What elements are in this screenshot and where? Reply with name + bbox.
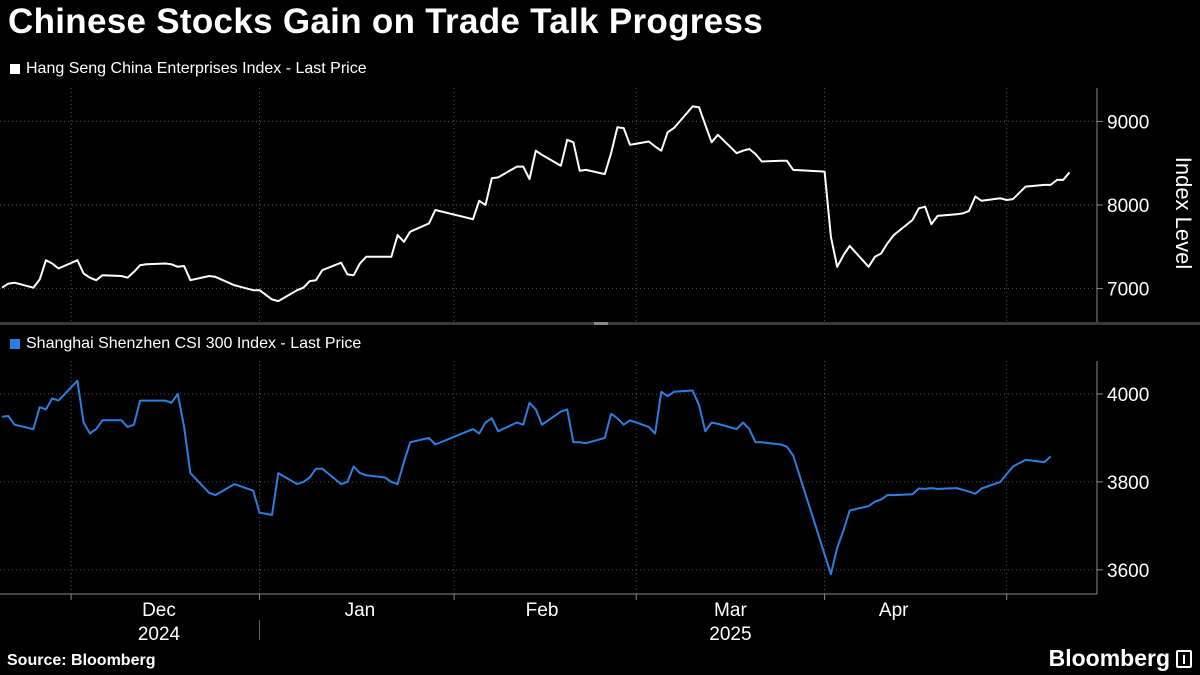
legend-csi300: Shanghai Shenzhen CSI 300 Index - Last P… [10,335,361,353]
y-axis-title: Index Level [1171,157,1196,270]
chart-area: 7000 8000 9000 Index Level 3600 3800 4000 Dec Ja… [0,88,1200,640]
chart-title: Chinese Stocks Gain on Trade Talk Progre… [8,2,763,41]
series-line-csi300 [1,379,1052,576]
y-tick-label: 9000 [1107,112,1149,133]
x-month-label: Mar [714,600,747,621]
legend-label-csi300: Shanghai Shenzhen CSI 300 Index - Last P… [26,335,362,352]
y-tick-label: 4000 [1107,385,1149,406]
y-tick-label: 7000 [1107,280,1149,301]
x-year-label: 2025 [709,624,751,640]
legend-hscei: Hang Seng China Enterprises Index - Last… [10,60,367,78]
legend-swatch-blue [10,339,20,349]
axis-layer [0,88,1200,640]
y-tick-label: 3600 [1107,561,1149,582]
x-month-label: Dec [142,600,176,621]
y-tick-label: 3800 [1107,473,1149,494]
bloomberg-logo: Bloomberg [1049,645,1192,672]
x-year-label: 2024 [138,624,181,640]
x-month-label: Feb [526,600,559,621]
x-month-label: Apr [879,600,909,621]
x-month-label: Jan [345,600,376,621]
panel-divider-handle [594,322,608,325]
grid-layer [0,88,1097,594]
series-line-hscei [1,105,1071,303]
source-note: Source: Bloomberg [7,652,156,669]
series-layer [1,105,1071,576]
brand-name: Bloomberg [1048,645,1170,671]
label-layer: 7000 8000 9000 Index Level 3600 3800 4000 Dec Ja… [138,112,1196,640]
y-tick-label: 8000 [1107,196,1149,217]
bloomberg-chart-icon [1176,649,1192,668]
legend-swatch-white [10,64,20,74]
legend-label-hscei: Hang Seng China Enterprises Index - Last… [26,60,367,77]
